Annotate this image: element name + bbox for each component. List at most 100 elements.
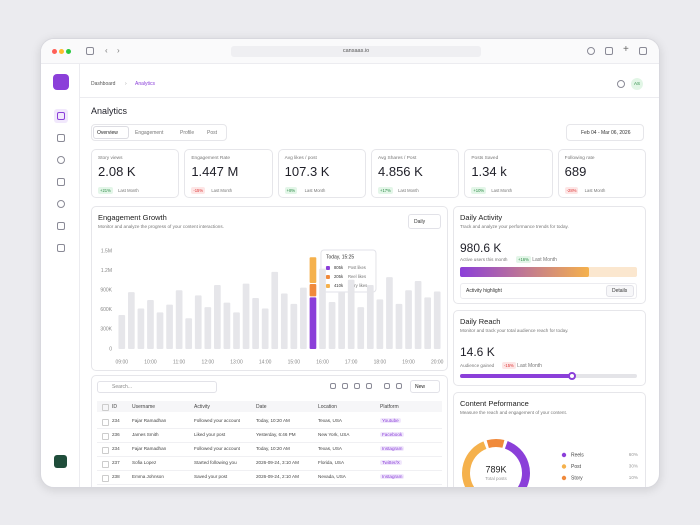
close-dot[interactable]	[52, 49, 57, 54]
bar	[414, 281, 422, 349]
toolbar-icon[interactable]	[354, 383, 360, 389]
url-bar[interactable]	[231, 46, 481, 57]
nav-mail[interactable]	[57, 222, 65, 230]
filter-value: Daily	[414, 219, 426, 225]
platform-badge: Instagram	[380, 474, 405, 479]
tab[interactable]: Post	[207, 130, 218, 136]
logo[interactable]	[53, 74, 69, 90]
tooltip-value: 805k	[334, 265, 344, 270]
table-cell: New York, USA	[318, 432, 350, 437]
bar	[290, 303, 298, 349]
avatar[interactable]: AS	[631, 78, 643, 90]
donut-segment	[486, 439, 505, 449]
breadcrumb-item[interactable]: Dashboard	[91, 81, 116, 87]
nav-share[interactable]	[57, 156, 65, 164]
panel-subtitle: Measure the reach and engagement of your…	[460, 410, 568, 415]
nav-folder[interactable]	[57, 178, 65, 186]
legend-value: 60%	[629, 452, 638, 457]
minimize-dot[interactable]	[59, 49, 64, 54]
bar	[204, 307, 212, 349]
sidebar-toggle[interactable]	[86, 47, 94, 55]
y-tick-label: 1.2M	[101, 268, 112, 274]
back-button[interactable]: ‹	[105, 46, 108, 55]
tooltip-value: 410k	[334, 283, 344, 288]
stat-value: 2.08 K	[98, 164, 136, 179]
checkbox	[102, 419, 109, 426]
search-box[interactable]	[97, 381, 217, 393]
toolbar-icon[interactable]	[330, 383, 336, 389]
highlight-label: Activity highlight	[466, 288, 502, 294]
table-cell: 236	[112, 432, 120, 437]
period: Last Month	[532, 257, 557, 263]
column-header: Username	[132, 404, 156, 410]
bar	[137, 308, 145, 349]
nav-dashboard[interactable]	[57, 112, 65, 120]
nav-users[interactable]	[57, 200, 65, 208]
x-tick-label: 13:00	[230, 359, 243, 365]
slider-knob[interactable]	[567, 372, 576, 380]
bar	[366, 284, 374, 349]
period: Last Month	[211, 188, 233, 193]
toolbar-icon[interactable]	[396, 383, 402, 389]
stat-label: Avg likes / post	[284, 156, 317, 161]
donut-segment	[462, 441, 487, 487]
y-tick-label: 300K	[100, 327, 112, 333]
breadcrumb-item[interactable]: Analytics	[135, 81, 156, 87]
highlight-row	[460, 283, 637, 299]
settings-icon[interactable]	[617, 80, 625, 88]
period: Last Month	[491, 188, 513, 193]
metric-caption: Audience gained	[460, 363, 495, 368]
new-tab-button[interactable]: +	[623, 44, 629, 55]
details-button[interactable]	[606, 285, 634, 297]
new-button[interactable]	[410, 380, 440, 393]
tabs-icon[interactable]	[639, 47, 647, 55]
donut-center-value: 789K	[485, 464, 506, 474]
forward-button[interactable]: ›	[117, 46, 120, 55]
table-cell: Texas, USA	[318, 418, 342, 423]
tooltip-swatch	[325, 284, 330, 288]
change: +16%	[516, 256, 531, 263]
workspace-badge[interactable]	[54, 455, 67, 468]
platform-badge: Twitter/X	[380, 460, 402, 465]
toolbar-icon[interactable]	[366, 383, 372, 389]
tab[interactable]: Overview	[97, 130, 118, 136]
bar	[127, 292, 135, 349]
tab[interactable]: Profile	[180, 130, 195, 136]
bar	[194, 295, 202, 349]
period: Last Month	[118, 188, 139, 193]
stat-label: Story views	[98, 156, 123, 161]
maximize-dot[interactable]	[66, 49, 71, 54]
change: +21%	[98, 187, 113, 194]
nav-monitor[interactable]	[57, 134, 65, 142]
table-cell: Sofia Lopez	[132, 460, 157, 465]
toolbar-icon[interactable]	[384, 383, 390, 389]
table-cell: Followed your account	[194, 418, 240, 423]
table-cell: Today, 10:20 AM	[256, 446, 290, 451]
panel-subtitle: Monitor and track your total audience re…	[460, 328, 569, 333]
tabs	[91, 124, 227, 141]
panel-title: Content Peformance	[460, 399, 529, 408]
bar	[156, 312, 164, 349]
download-icon[interactable]	[587, 47, 595, 55]
tooltip-title: Today, 15:25	[326, 254, 354, 260]
period: Last Month	[398, 188, 419, 193]
table-cell: 2026-09-24, 2:10 AM	[256, 474, 299, 479]
toolbar-icon[interactable]	[342, 383, 348, 389]
change: +10%	[471, 187, 487, 194]
platform-badge: Facebook	[380, 432, 405, 437]
bar	[433, 291, 441, 349]
nav-box[interactable]	[57, 244, 65, 252]
date-picker[interactable]	[566, 124, 644, 141]
table-header-bg	[97, 401, 442, 412]
donut-center-label: Total posts	[485, 476, 507, 481]
daily-activity-panel: Daily Activity Track and analyze your pe…	[453, 206, 646, 304]
filter-dropdown[interactable]	[408, 214, 441, 229]
share-icon[interactable]	[605, 47, 613, 55]
legend-label: Post	[571, 464, 582, 470]
browser-window: ‹ › cansaas.io + Dashboard › Analytics A…	[40, 38, 660, 488]
tab[interactable]: Engagement	[135, 130, 164, 136]
row-divider	[97, 470, 442, 471]
donut-segment	[504, 441, 530, 487]
period: Last Month	[517, 363, 542, 369]
table-cell: Fajar Ramadhan	[132, 418, 167, 423]
